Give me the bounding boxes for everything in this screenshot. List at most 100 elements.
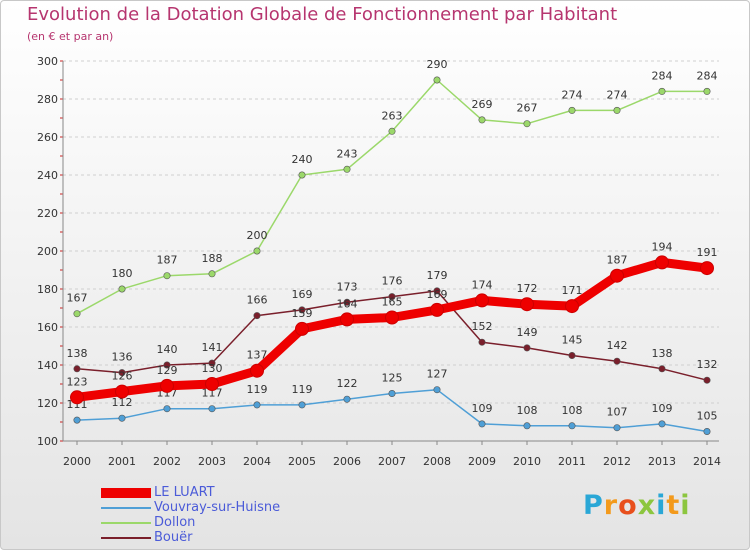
data-point-le-luart — [610, 268, 624, 283]
data-point-bou-r — [388, 293, 396, 301]
data-label-vouvray-sur-huisne: 108 — [562, 404, 583, 417]
data-point-vouvray-sur-huisne — [523, 422, 531, 430]
data-point-le-luart — [475, 293, 489, 308]
data-label-le-luart: 191 — [697, 246, 718, 259]
y-tick-label: 120 — [37, 397, 58, 410]
data-point-bou-r — [433, 287, 441, 295]
data-point-vouvray-sur-huisne — [478, 420, 486, 428]
x-tick-label: 2010 — [513, 455, 541, 468]
data-label-bou-r: 149 — [517, 326, 538, 339]
data-point-le-luart — [700, 261, 714, 276]
data-point-dollon — [118, 285, 126, 293]
data-point-bou-r — [568, 351, 576, 359]
data-point-vouvray-sur-huisne — [388, 389, 396, 397]
x-tick-label: 2002 — [153, 455, 181, 468]
x-tick-label: 2001 — [108, 455, 136, 468]
x-tick-label: 2011 — [558, 455, 586, 468]
data-point-bou-r — [478, 338, 486, 346]
logo-letter: x — [637, 490, 657, 521]
chart-title: Evolution de la Dotation Globale de Fonc… — [27, 4, 618, 25]
data-point-bou-r — [298, 306, 306, 314]
data-label-le-luart: 171 — [562, 284, 583, 297]
data-point-vouvray-sur-huisne — [298, 401, 306, 409]
data-label-vouvray-sur-huisne: 107 — [607, 406, 628, 419]
data-point-dollon — [703, 87, 711, 95]
data-label-bou-r: 140 — [157, 343, 178, 356]
logo-letter: i — [680, 490, 691, 521]
x-tick-label: 2013 — [648, 455, 676, 468]
legend-label-dollon: Dollon — [154, 515, 196, 530]
data-point-le-luart — [520, 297, 534, 312]
data-point-vouvray-sur-huisne — [658, 420, 666, 428]
data-point-le-luart — [205, 377, 219, 391]
data-point-le-luart — [385, 310, 399, 325]
data-label-le-luart: 123 — [67, 375, 88, 388]
data-label-bou-r: 176 — [382, 275, 403, 288]
data-point-dollon — [343, 165, 351, 173]
data-label-dollon: 290 — [427, 58, 448, 71]
x-tick-label: 2004 — [243, 455, 271, 468]
data-label-dollon: 274 — [562, 88, 583, 101]
data-label-dollon: 167 — [67, 292, 88, 305]
data-point-vouvray-sur-huisne — [703, 427, 711, 435]
data-point-vouvray-sur-huisne — [253, 401, 261, 409]
data-label-bou-r: 173 — [337, 280, 358, 293]
data-label-le-luart: 172 — [517, 282, 538, 295]
data-point-vouvray-sur-huisne — [613, 424, 621, 432]
data-label-vouvray-sur-huisne: 108 — [517, 404, 538, 417]
data-label-le-luart: 129 — [157, 364, 178, 377]
data-point-bou-r — [208, 359, 216, 367]
data-label-le-luart: 137 — [247, 349, 268, 362]
data-point-dollon — [298, 171, 306, 179]
data-label-vouvray-sur-huisne: 122 — [337, 377, 358, 390]
logo-letter: t — [666, 490, 681, 521]
x-tick-label: 2003 — [198, 455, 226, 468]
data-label-dollon: 180 — [112, 267, 133, 280]
data-point-dollon — [568, 106, 576, 114]
data-label-dollon: 284 — [652, 69, 673, 82]
data-point-dollon — [73, 310, 81, 318]
data-point-bou-r — [703, 376, 711, 384]
data-label-vouvray-sur-huisne: 109 — [652, 402, 673, 415]
data-point-bou-r — [73, 365, 81, 373]
data-label-dollon: 284 — [697, 69, 718, 82]
data-label-dollon: 267 — [517, 102, 538, 115]
data-label-dollon: 243 — [337, 147, 358, 160]
legend-label-vouvray: Vouvray-sur-Huisne — [154, 500, 281, 515]
data-point-vouvray-sur-huisne — [343, 395, 351, 403]
proxiti-logo: Proxiti — [583, 490, 691, 521]
data-point-bou-r — [253, 312, 261, 320]
data-point-vouvray-sur-huisne — [208, 405, 216, 413]
data-point-dollon — [523, 120, 531, 128]
data-label-vouvray-sur-huisne: 125 — [382, 372, 403, 385]
data-label-le-luart: 159 — [292, 307, 313, 320]
data-point-le-luart — [250, 363, 264, 378]
data-point-vouvray-sur-huisne — [568, 422, 576, 430]
data-label-vouvray-sur-huisne: 119 — [292, 383, 313, 396]
data-label-bou-r: 179 — [427, 269, 448, 282]
data-label-bou-r: 138 — [652, 347, 673, 360]
data-label-bou-r: 169 — [292, 288, 313, 301]
legend-label-le-luart: LE LUART — [154, 485, 215, 500]
y-tick-label: 180 — [37, 283, 58, 296]
data-label-le-luart: 126 — [112, 370, 133, 383]
data-point-le-luart — [115, 384, 129, 399]
x-tick-label: 2000 — [63, 455, 91, 468]
data-point-le-luart — [565, 299, 579, 314]
legend-swatch-bouer — [101, 537, 151, 539]
x-tick-label: 2009 — [468, 455, 496, 468]
y-tick-label: 260 — [37, 131, 58, 144]
data-point-bou-r — [523, 344, 531, 352]
y-tick-label: 100 — [37, 435, 58, 448]
data-point-le-luart — [160, 378, 174, 393]
logo-letter: o — [618, 490, 638, 521]
data-point-dollon — [388, 127, 396, 135]
legend-swatch-dollon — [101, 522, 151, 524]
data-label-vouvray-sur-huisne: 127 — [427, 368, 448, 381]
logo-letter: r — [603, 490, 619, 521]
data-point-vouvray-sur-huisne — [73, 416, 81, 424]
data-label-bou-r: 132 — [697, 358, 718, 371]
data-label-le-luart: 194 — [652, 240, 673, 253]
data-label-dollon: 188 — [202, 252, 223, 265]
